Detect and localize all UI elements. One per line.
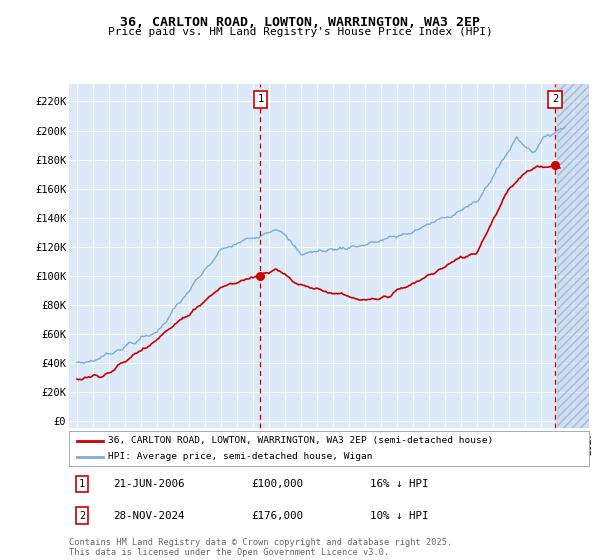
Text: 28-NOV-2024: 28-NOV-2024 xyxy=(113,511,185,521)
Text: Price paid vs. HM Land Registry's House Price Index (HPI): Price paid vs. HM Land Registry's House … xyxy=(107,27,493,37)
Text: 36, CARLTON ROAD, LOWTON, WARRINGTON, WA3 2EP: 36, CARLTON ROAD, LOWTON, WARRINGTON, WA… xyxy=(120,16,480,29)
Text: 2: 2 xyxy=(552,94,559,104)
Text: 36, CARLTON ROAD, LOWTON, WARRINGTON, WA3 2EP (semi-detached house): 36, CARLTON ROAD, LOWTON, WARRINGTON, WA… xyxy=(108,436,493,445)
Text: £176,000: £176,000 xyxy=(251,511,303,521)
Text: 1: 1 xyxy=(257,94,263,104)
Text: HPI: Average price, semi-detached house, Wigan: HPI: Average price, semi-detached house,… xyxy=(108,452,373,461)
Text: 10% ↓ HPI: 10% ↓ HPI xyxy=(370,511,429,521)
Text: 1: 1 xyxy=(79,479,85,489)
Text: 21-JUN-2006: 21-JUN-2006 xyxy=(113,479,185,489)
Text: £100,000: £100,000 xyxy=(251,479,303,489)
Text: Contains HM Land Registry data © Crown copyright and database right 2025.
This d: Contains HM Land Registry data © Crown c… xyxy=(69,538,452,557)
Text: 2: 2 xyxy=(79,511,85,521)
Text: 16% ↓ HPI: 16% ↓ HPI xyxy=(370,479,429,489)
